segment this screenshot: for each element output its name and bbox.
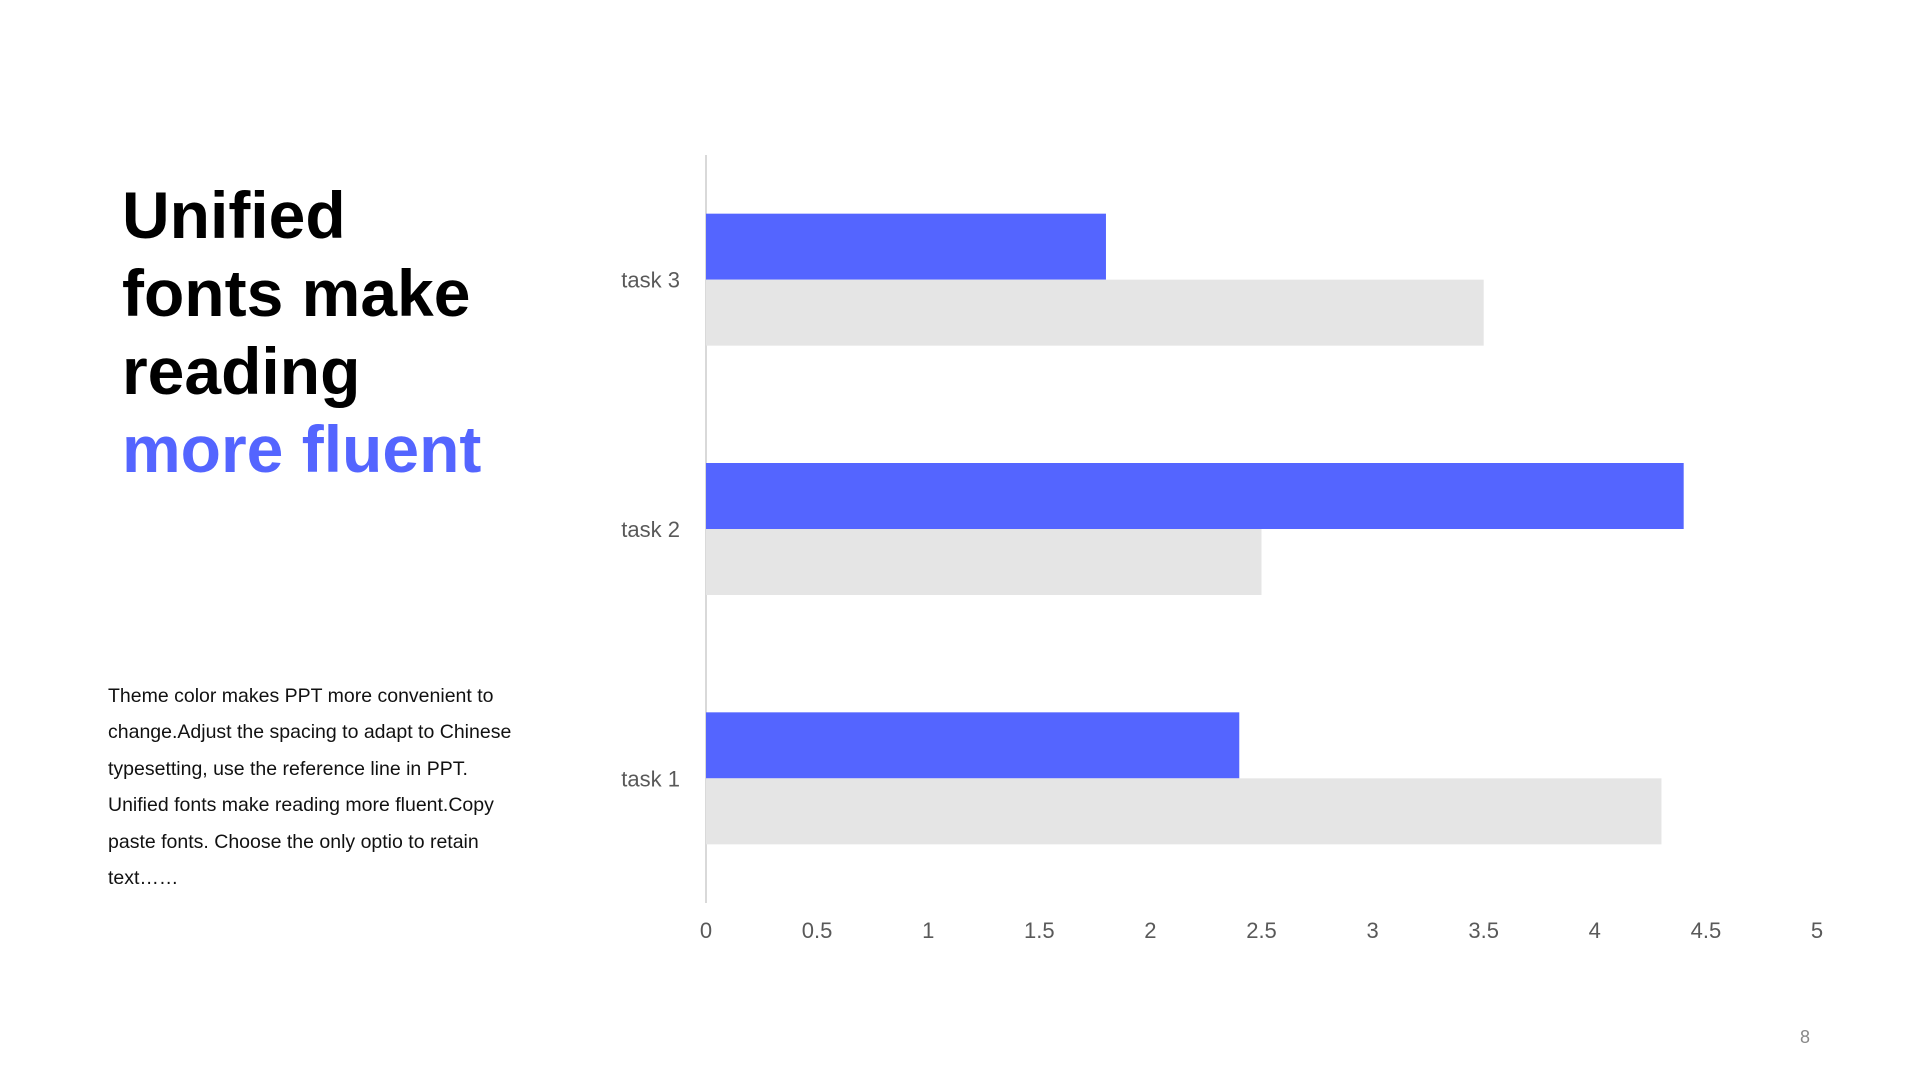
x-tick-label: 0 bbox=[700, 918, 712, 943]
bar-series1-task-2 bbox=[706, 463, 1684, 529]
bar-series1-task-3 bbox=[706, 213, 1106, 280]
x-tick-label: 2 bbox=[1144, 918, 1156, 943]
x-tick-label: 4 bbox=[1589, 918, 1601, 943]
headline-accent: more fluent bbox=[122, 412, 482, 486]
category-label: task 2 bbox=[621, 517, 680, 542]
bars bbox=[706, 213, 1684, 845]
bar-series2-task-1 bbox=[706, 778, 1662, 845]
category-label: task 1 bbox=[621, 766, 680, 791]
bar-series2-task-3 bbox=[706, 279, 1484, 346]
category-labels: task 1 task 2 task 3 bbox=[621, 268, 680, 792]
x-tick-label: 3 bbox=[1366, 918, 1378, 943]
bar-series2-task-2 bbox=[706, 529, 1262, 595]
headline: Unified fonts make reading more fluent bbox=[122, 176, 562, 488]
bar-series1-task-1 bbox=[706, 712, 1240, 779]
x-tick-label: 1.5 bbox=[1024, 918, 1055, 943]
x-tick-label: 5 bbox=[1811, 918, 1823, 943]
x-tick-label: 1 bbox=[922, 918, 934, 943]
x-tick-label: 3.5 bbox=[1468, 918, 1499, 943]
body-text: Theme color makes PPT more convenient to… bbox=[108, 685, 512, 890]
x-tick-label: 4.5 bbox=[1691, 918, 1722, 943]
headline-line-1: Unified bbox=[122, 178, 346, 252]
x-tick-label: 2.5 bbox=[1246, 918, 1277, 943]
x-tick-labels: 0 0.5 1 1.5 2 2.5 3 3.5 4 4.5 5 bbox=[700, 918, 1823, 943]
headline-line-3: reading bbox=[122, 334, 361, 408]
category-label: task 3 bbox=[621, 268, 680, 293]
x-tick-label: 0.5 bbox=[802, 918, 833, 943]
page-number: 8 bbox=[1799, 1027, 1810, 1047]
headline-line-2: fonts make bbox=[122, 256, 471, 330]
